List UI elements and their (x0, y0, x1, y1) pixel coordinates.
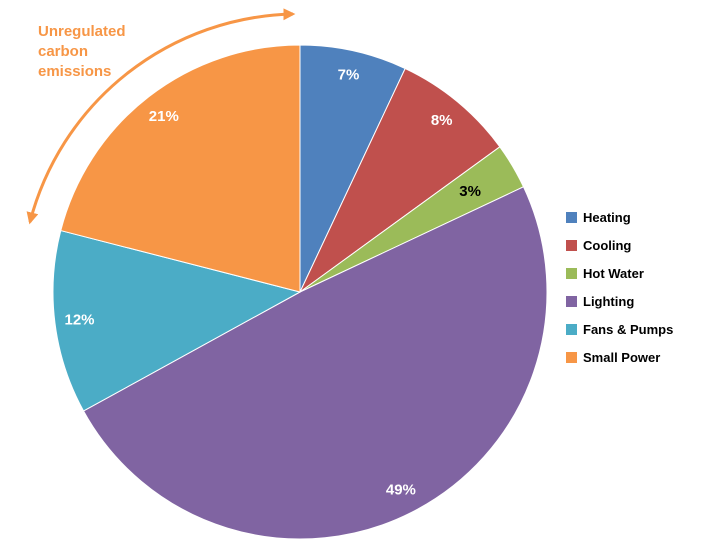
pie-slice-fans-pumps (52, 229, 302, 412)
slice-label-small-power: 21% (149, 108, 179, 125)
curved-arrow-icon (26, 8, 296, 225)
legend-swatch-lighting (566, 296, 577, 307)
legend-swatch-small-power (566, 352, 577, 363)
legend-item-heating: Heating (566, 210, 673, 225)
slice-label-lighting: 49% (386, 482, 416, 499)
legend-item-hot-water: Hot Water (566, 266, 673, 281)
slice-label-heating: 7% (338, 67, 360, 84)
pie-slice-heating (299, 44, 406, 293)
legend-item-lighting: Lighting (566, 294, 673, 309)
legend-swatch-fans-pumps (566, 324, 577, 335)
legend-label-cooling: Cooling (583, 238, 632, 253)
legend-item-small-power: Small Power (566, 350, 673, 365)
pie-slices (52, 44, 548, 540)
legend-label-small-power: Small Power (583, 350, 661, 365)
slice-label-fans-pumps: 12% (64, 311, 94, 328)
legend-swatch-hot-water (566, 268, 577, 279)
legend-item-cooling: Cooling (566, 238, 673, 253)
legend-label-fans-pumps: Fans & Pumps (583, 322, 674, 337)
legend-item-fans-pumps: Fans & Pumps (566, 322, 673, 337)
legend-swatch-cooling (566, 240, 577, 251)
legend-swatch-heating (566, 212, 577, 223)
slice-label-hot-water: 3% (459, 183, 481, 200)
slice-label-cooling: 8% (431, 112, 453, 129)
pie-slice-cooling (299, 67, 501, 293)
legend: Heating Cooling Hot Water Lighting Fans & Pu… (566, 210, 673, 365)
legend-label-heating: Heating (583, 210, 631, 225)
legend-label-hot-water: Hot Water (583, 266, 644, 281)
pie-slice-lighting (82, 186, 548, 540)
legend-label-lighting: Lighting (583, 294, 635, 309)
